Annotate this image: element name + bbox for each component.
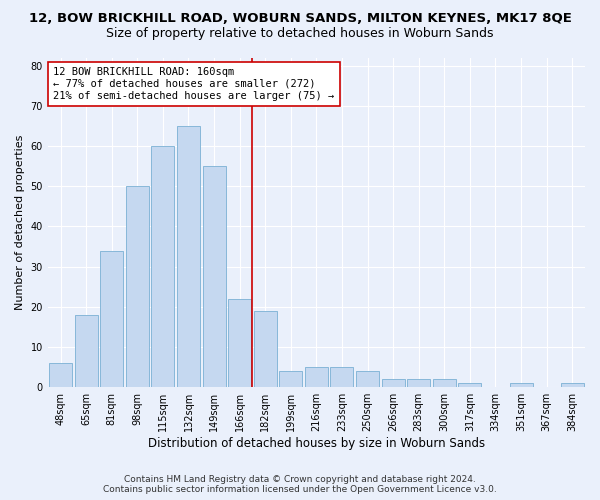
Text: Size of property relative to detached houses in Woburn Sands: Size of property relative to detached ho… [106,28,494,40]
Bar [100,250,123,387]
Bar [382,379,404,387]
Bar [254,311,277,387]
Text: Contains public sector information licensed under the Open Government Licence v3: Contains public sector information licen… [103,485,497,494]
Text: 12, BOW BRICKHILL ROAD, WOBURN SANDS, MILTON KEYNES, MK17 8QE: 12, BOW BRICKHILL ROAD, WOBURN SANDS, MI… [29,12,571,26]
Bar [509,383,533,387]
Bar [407,379,430,387]
Bar [560,383,584,387]
Bar [331,367,353,387]
Bar [356,371,379,387]
Bar [151,146,175,387]
Bar [433,379,456,387]
Text: Contains HM Land Registry data © Crown copyright and database right 2024.: Contains HM Land Registry data © Crown c… [124,475,476,484]
Text: 12 BOW BRICKHILL ROAD: 160sqm
← 77% of detached houses are smaller (272)
21% of : 12 BOW BRICKHILL ROAD: 160sqm ← 77% of d… [53,68,334,100]
Bar [458,383,481,387]
Bar [280,371,302,387]
Bar [228,298,251,387]
Bar [177,126,200,387]
Bar [49,363,72,387]
Y-axis label: Number of detached properties: Number of detached properties [15,134,25,310]
Bar [74,315,98,387]
X-axis label: Distribution of detached houses by size in Woburn Sands: Distribution of detached houses by size … [148,437,485,450]
Bar [126,186,149,387]
Bar [305,367,328,387]
Bar [203,166,226,387]
